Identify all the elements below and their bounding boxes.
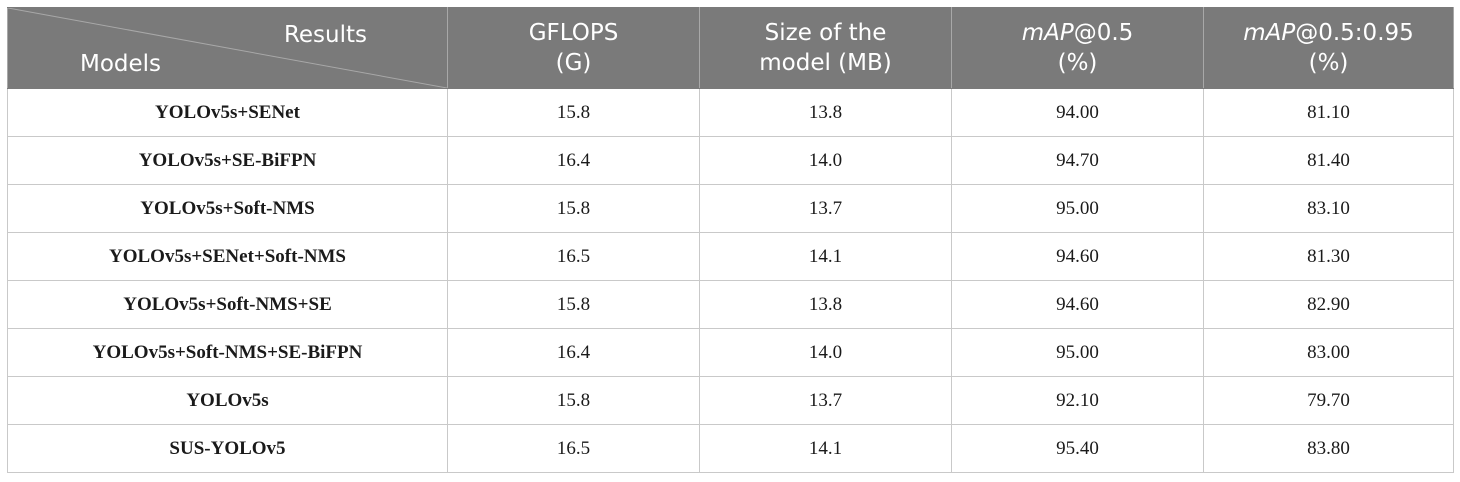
header-map5095: mAP@0.5:0.95 (%): [1203, 7, 1454, 89]
header-size-line2: model (MB): [759, 50, 892, 76]
cell-gflops: 15.8: [447, 280, 700, 329]
header-map50-line1: mAP@0.5: [952, 18, 1203, 48]
header-map50-rest: @0.5: [1073, 20, 1134, 46]
cell-size: 14.0: [699, 328, 952, 377]
cell-map5095: 83.00: [1203, 328, 1454, 377]
header-gflops-line1: GFLOPS: [528, 20, 619, 46]
cell-map5095: 79.70: [1203, 376, 1454, 425]
cell-model: SUS-YOLOv5: [7, 424, 448, 473]
cell-size: 13.7: [699, 376, 952, 425]
header-gflops: GFLOPS (G): [447, 7, 700, 89]
cell-map50: 94.60: [951, 280, 1204, 329]
cell-size: 14.1: [699, 232, 952, 281]
header-map50-italic: mAP: [1021, 20, 1074, 46]
cell-size: 13.8: [699, 88, 952, 137]
cell-model: YOLOv5s+SENet+Soft-NMS: [7, 232, 448, 281]
header-map5095-unit: (%): [1308, 50, 1349, 76]
header-results-label: Results: [283, 22, 367, 48]
cell-map50: 95.40: [951, 424, 1204, 473]
cell-map5095: 81.10: [1203, 88, 1454, 137]
header-model-size: Size of the model (MB): [699, 7, 952, 89]
cell-map50: 94.70: [951, 136, 1204, 185]
cell-map50: 95.00: [951, 184, 1204, 233]
header-diagonal-cell: Results Models: [7, 7, 448, 89]
header-map5095-line1: mAP@0.5:0.95: [1204, 18, 1453, 48]
results-table-container: Results Models GFLOPS (G) Size of the mo…: [7, 7, 1454, 473]
cell-map50: 94.60: [951, 232, 1204, 281]
cell-gflops: 15.8: [447, 184, 700, 233]
cell-size: 14.1: [699, 424, 952, 473]
cell-map5095: 81.40: [1203, 136, 1454, 185]
cell-model: YOLOv5s+SENet: [7, 88, 448, 137]
header-size-line1: Size of the: [764, 20, 887, 46]
table-body: YOLOv5s+SENet 15.8 13.8 94.00 81.10 YOLO…: [7, 88, 1454, 473]
cell-map50: 94.00: [951, 88, 1204, 137]
header-map5095-rest: @0.5:0.95: [1295, 20, 1414, 46]
cell-map50: 92.10: [951, 376, 1204, 425]
cell-map50: 95.00: [951, 328, 1204, 377]
diagonal-divider: [8, 8, 447, 88]
header-map50-unit: (%): [1057, 50, 1098, 76]
cell-gflops: 16.4: [447, 136, 700, 185]
cell-size: 13.8: [699, 280, 952, 329]
table-row: SUS-YOLOv5 16.5 14.1 95.40 83.80: [7, 424, 1454, 473]
results-table: Results Models GFLOPS (G) Size of the mo…: [7, 7, 1454, 473]
header-gflops-line2: (G): [555, 50, 592, 76]
table-row: YOLOv5s+Soft-NMS+SE-BiFPN 16.4 14.0 95.0…: [7, 328, 1454, 377]
cell-map5095: 83.10: [1203, 184, 1454, 233]
cell-gflops: 16.5: [447, 424, 700, 473]
cell-model: YOLOv5s+Soft-NMS+SE: [7, 280, 448, 329]
cell-map5095: 83.80: [1203, 424, 1454, 473]
header-map5095-italic: mAP: [1243, 20, 1296, 46]
table-row: YOLOv5s+Soft-NMS 15.8 13.7 95.00 83.10: [7, 184, 1454, 233]
cell-map5095: 82.90: [1203, 280, 1454, 329]
cell-map5095: 81.30: [1203, 232, 1454, 281]
cell-gflops: 15.8: [447, 376, 700, 425]
header-map50: mAP@0.5 (%): [951, 7, 1204, 89]
table-row: YOLOv5s+SENet 15.8 13.8 94.00 81.10: [7, 88, 1454, 137]
cell-model: YOLOv5s+Soft-NMS: [7, 184, 448, 233]
cell-gflops: 15.8: [447, 88, 700, 137]
cell-size: 14.0: [699, 136, 952, 185]
cell-gflops: 16.5: [447, 232, 700, 281]
table-row: YOLOv5s+SENet+Soft-NMS 16.5 14.1 94.60 8…: [7, 232, 1454, 281]
table-row: YOLOv5s 15.8 13.7 92.10 79.70: [7, 376, 1454, 425]
cell-size: 13.7: [699, 184, 952, 233]
cell-gflops: 16.4: [447, 328, 700, 377]
header-models-label: Models: [80, 51, 162, 77]
cell-model: YOLOv5s+SE-BiFPN: [7, 136, 448, 185]
header-row: Results Models GFLOPS (G) Size of the mo…: [7, 7, 1454, 89]
table-row: YOLOv5s+Soft-NMS+SE 15.8 13.8 94.60 82.9…: [7, 280, 1454, 329]
cell-model: YOLOv5s: [7, 376, 448, 425]
table-header: Results Models GFLOPS (G) Size of the mo…: [7, 7, 1454, 89]
cell-model: YOLOv5s+Soft-NMS+SE-BiFPN: [7, 328, 448, 377]
table-row: YOLOv5s+SE-BiFPN 16.4 14.0 94.70 81.40: [7, 136, 1454, 185]
